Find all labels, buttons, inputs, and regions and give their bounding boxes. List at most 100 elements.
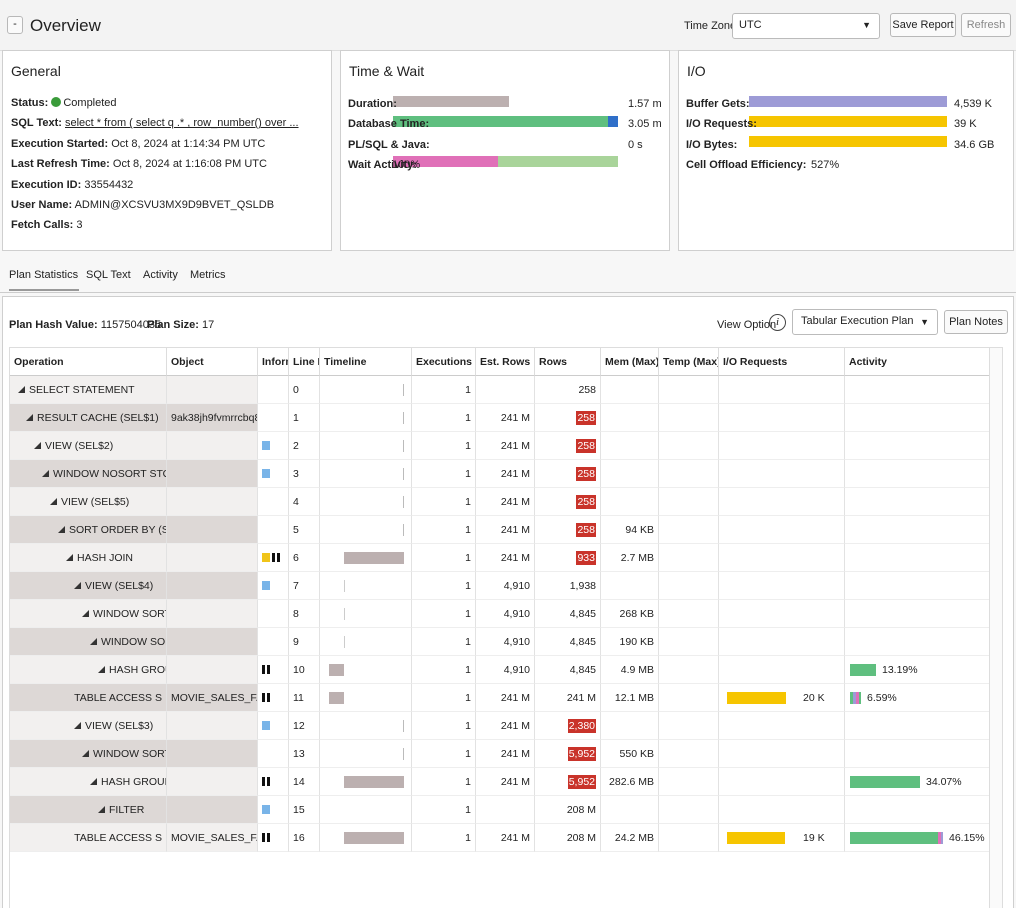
cell-info — [258, 600, 289, 628]
value-est_rows: 241 M — [501, 692, 530, 704]
expand-toggle[interactable] — [50, 498, 57, 505]
value-object: MOVIE_SALES_FACT — [171, 692, 258, 704]
cell-io — [719, 712, 845, 740]
value-rows: 208 M — [567, 832, 596, 844]
view-option-select[interactable]: Tabular Execution Plan ▼ — [792, 309, 938, 335]
field-value: 34.6 GB — [954, 139, 994, 151]
expand-toggle[interactable] — [42, 470, 49, 477]
expand-toggle[interactable] — [34, 442, 41, 449]
expand-toggle[interactable] — [74, 582, 81, 589]
expand-toggle[interactable] — [82, 750, 89, 757]
note-icon[interactable] — [262, 469, 270, 478]
value-line: 14 — [293, 776, 305, 788]
io-requests-bar — [749, 116, 947, 127]
cell-operation: HASH JOIN — [10, 544, 167, 572]
binocular-icon[interactable] — [262, 693, 270, 702]
cell-line: 3 — [289, 460, 320, 488]
info-icon[interactable]: i — [769, 314, 786, 331]
cell-mem: 94 KB — [601, 516, 659, 544]
value-line: 4 — [293, 496, 299, 508]
binocular-icon[interactable] — [262, 777, 270, 786]
operation-name: VIEW (SEL$5) — [61, 496, 129, 508]
value-mem: 190 KB — [620, 636, 654, 648]
expand-toggle[interactable] — [66, 554, 73, 561]
cell-io: 19 K — [719, 824, 845, 852]
binocular-icon[interactable] — [262, 665, 270, 674]
collapse-button[interactable]: - — [7, 16, 23, 34]
cell-est_rows: 241 M — [476, 740, 535, 768]
cell-operation: RESULT CACHE (SEL$1) — [10, 404, 167, 432]
cell-info — [258, 712, 289, 740]
activity-value: 13.19% — [882, 656, 918, 684]
value-line: 5 — [293, 524, 299, 536]
page-title: Overview — [30, 16, 101, 36]
cell-temp — [659, 600, 719, 628]
note-icon[interactable] — [262, 441, 270, 450]
value-mem: 4.9 MB — [621, 664, 654, 676]
note-icon[interactable] — [262, 581, 270, 590]
value-executions: 1 — [465, 384, 471, 396]
duration-bar — [393, 96, 509, 107]
value-executions: 1 — [465, 692, 471, 704]
cell-est_rows: 241 M — [476, 768, 535, 796]
expand-toggle[interactable] — [18, 386, 25, 393]
binocular-icon[interactable] — [272, 553, 280, 562]
cell-info — [258, 740, 289, 768]
expand-toggle[interactable] — [98, 806, 105, 813]
cell-timeline — [320, 600, 412, 628]
timeline-tick — [403, 524, 404, 536]
cell-activity — [845, 796, 990, 824]
tab[interactable]: Plan Statistics — [9, 269, 79, 291]
value-mem: 550 KB — [620, 748, 654, 760]
plan-notes-button[interactable]: Plan Notes — [944, 310, 1008, 334]
operation-name: WINDOW SORT — [101, 636, 167, 648]
operation-name: SORT ORDER BY (SEL$5) — [69, 524, 167, 536]
value-est_rows: 241 M — [501, 440, 530, 452]
expand-toggle[interactable] — [98, 666, 105, 673]
value-mem: 12.1 MB — [615, 692, 654, 704]
operation-name: VIEW (SEL$3) — [85, 720, 153, 732]
field: Status: Completed — [11, 97, 117, 109]
value-line: 1 — [293, 412, 299, 424]
tab[interactable]: Metrics — [190, 269, 225, 289]
column-header: I/O Requests — [719, 348, 845, 376]
note-icon[interactable] — [262, 721, 270, 730]
cell-temp — [659, 684, 719, 712]
cell-io — [719, 768, 845, 796]
activity-bar — [850, 776, 920, 788]
expand-toggle[interactable] — [90, 638, 97, 645]
cell-temp — [659, 544, 719, 572]
scrollbar[interactable] — [989, 347, 1003, 908]
timezone-select[interactable]: UTC ▼ — [732, 13, 880, 39]
dropdown-arrow: ▼ — [920, 317, 929, 327]
tab[interactable]: Activity — [143, 269, 178, 289]
cell-info — [258, 684, 289, 712]
expand-toggle[interactable] — [26, 414, 33, 421]
expand-toggle[interactable] — [90, 778, 97, 785]
cell-operation: HASH GROUP BY — [10, 656, 167, 684]
save-report-button[interactable]: Save Report — [890, 13, 956, 37]
cell-temp — [659, 656, 719, 684]
expand-toggle[interactable] — [82, 610, 89, 617]
cell-operation: TABLE ACCESS S — [10, 824, 167, 852]
value-est_rows: 4,910 — [504, 608, 530, 620]
cell-temp — [659, 376, 719, 404]
expand-toggle[interactable] — [58, 526, 65, 533]
value: 17 — [202, 319, 214, 331]
activity-bar — [941, 832, 943, 844]
status-icon — [51, 97, 61, 107]
binocular-icon[interactable] — [262, 833, 270, 842]
sql-text-link[interactable]: select * from ( select q .* , row_number… — [65, 117, 299, 129]
cell-temp — [659, 432, 719, 460]
expand-toggle[interactable] — [74, 722, 81, 729]
cell-rows: 258 — [535, 460, 601, 488]
note-icon[interactable] — [262, 805, 270, 814]
refresh-button[interactable]: Refresh — [961, 13, 1011, 37]
value-executions: 1 — [465, 636, 471, 648]
tab[interactable]: SQL Text — [86, 269, 131, 289]
operation-name: VIEW (SEL$4) — [85, 580, 153, 592]
cell-activity — [845, 544, 990, 572]
cell-rows: 4,845 — [535, 656, 601, 684]
cell-mem: 190 KB — [601, 628, 659, 656]
note-icon[interactable] — [262, 553, 270, 562]
